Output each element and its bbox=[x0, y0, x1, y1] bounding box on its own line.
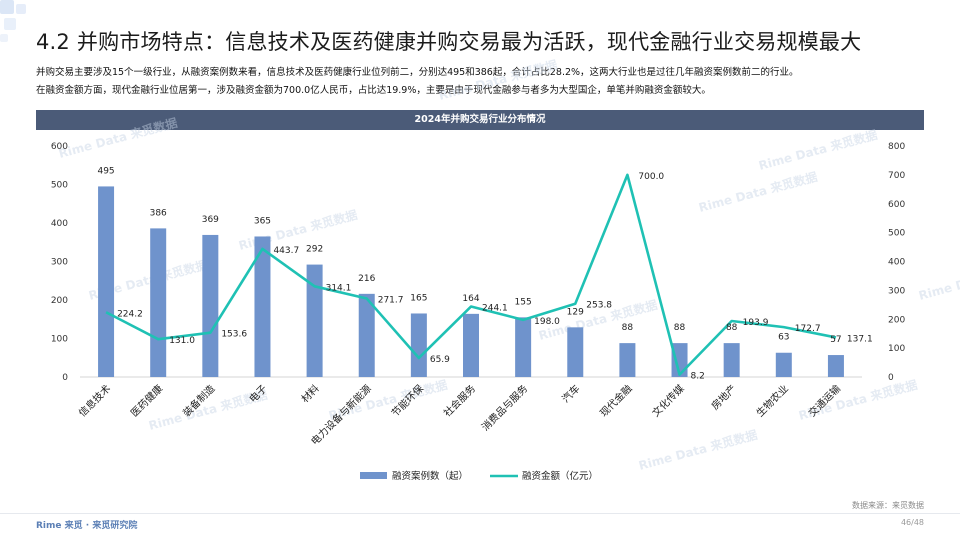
bar-value-label: 165 bbox=[410, 293, 427, 303]
category-label: 汽车 bbox=[559, 382, 582, 405]
y-left-tick-label: 100 bbox=[51, 335, 68, 345]
legend-bar-label: 融资案例数（起） bbox=[392, 470, 468, 482]
line-value-label: 65.9 bbox=[430, 355, 450, 365]
bar-value-label: 386 bbox=[150, 208, 167, 218]
line-value-label: 443.7 bbox=[273, 246, 299, 256]
line-series bbox=[105, 173, 837, 376]
page-number: 46/48 bbox=[900, 518, 924, 527]
description-line-2: 在融资金额方面，现代金融行业位居第一，涉及融资金额为700.0亿人民币，占比达1… bbox=[36, 85, 711, 96]
watermark: Rime Data 来觅数据 bbox=[917, 257, 960, 303]
y-right-tick-label: 300 bbox=[888, 286, 905, 296]
category-label: 材料 bbox=[298, 382, 321, 405]
line-value-label: 8.2 bbox=[691, 372, 705, 382]
category-label: 医药健康 bbox=[128, 382, 165, 419]
bar bbox=[619, 343, 636, 377]
bar-value-label: 88 bbox=[622, 323, 634, 333]
y-right-tick-label: 600 bbox=[888, 200, 905, 210]
footer-divider bbox=[0, 513, 960, 514]
y-right-tick-label: 800 bbox=[888, 142, 905, 152]
y-right-tick-label: 500 bbox=[888, 229, 905, 239]
category-label: 文化传媒 bbox=[649, 382, 686, 419]
bar bbox=[306, 264, 323, 377]
bar-value-label: 365 bbox=[254, 216, 271, 226]
category-label: 生物农业 bbox=[753, 382, 790, 419]
line-value-label: 271.7 bbox=[378, 296, 404, 306]
footer-logo: Rime 来觅 · 来觅研究院 bbox=[36, 521, 138, 531]
y-left-tick-label: 0 bbox=[62, 373, 68, 383]
line-value-label: 314.1 bbox=[326, 283, 352, 293]
bar bbox=[723, 343, 740, 377]
bar bbox=[410, 313, 427, 377]
category-label: 房地产 bbox=[708, 382, 738, 412]
line-value-label: 224.2 bbox=[117, 309, 143, 319]
line-value-label: 244.1 bbox=[482, 304, 508, 314]
bar-value-label: 164 bbox=[462, 294, 479, 304]
legend-line-label: 融资金额（亿元） bbox=[522, 470, 598, 482]
corner-decoration bbox=[0, 0, 30, 60]
bar-value-label: 88 bbox=[674, 323, 686, 333]
category-label: 消费品与服务 bbox=[479, 382, 531, 434]
line-value-label: 198.0 bbox=[534, 317, 560, 327]
watermark: Rime Data 来觅数据 bbox=[697, 169, 819, 215]
bar-value-label: 369 bbox=[202, 215, 219, 225]
bar-value-label: 57 bbox=[830, 335, 841, 345]
bar-value-label: 292 bbox=[306, 245, 323, 255]
bar-value-label: 63 bbox=[778, 333, 789, 343]
bar-value-label: 216 bbox=[358, 274, 375, 284]
y-left-tick-label: 600 bbox=[51, 142, 68, 152]
y-right-tick-label: 0 bbox=[888, 373, 894, 383]
chart-title: 2024年并购交易行业分布情况 bbox=[36, 110, 924, 130]
y-right-tick-label: 200 bbox=[888, 315, 905, 325]
description-line-1: 并购交易主要涉及15个一级行业，从融资案例数来看，信息技术及医药健康行业位列前二… bbox=[36, 67, 799, 78]
source-note: 数据来源：来觅数据 bbox=[852, 501, 924, 510]
watermark: Rime Data 来觅数据 bbox=[437, 57, 559, 103]
line-value-label: 253.8 bbox=[586, 301, 612, 311]
legend-bar-swatch bbox=[360, 472, 387, 479]
line-value-label: 193.9 bbox=[743, 318, 769, 328]
line-value-label: 131.0 bbox=[169, 336, 195, 346]
bar bbox=[515, 317, 532, 377]
bar bbox=[98, 186, 115, 377]
y-right-tick-label: 100 bbox=[888, 344, 905, 354]
bar bbox=[775, 352, 792, 377]
watermark: Rime Data 来觅数据 bbox=[637, 427, 759, 473]
bar-value-label: 129 bbox=[567, 307, 584, 317]
bar-value-label: 155 bbox=[515, 297, 532, 307]
slide-title: 4.2 并购市场特点：信息技术及医药健康并购交易最为活跃，现代金融行业交易规模最… bbox=[36, 30, 862, 54]
bar bbox=[254, 236, 271, 377]
bar bbox=[567, 327, 584, 377]
category-label: 信息技术 bbox=[76, 382, 113, 419]
watermark: Rime Data 来觅数据 bbox=[57, 115, 179, 161]
line-value-label: 153.6 bbox=[221, 330, 247, 340]
bar bbox=[827, 355, 844, 377]
y-left-tick-label: 300 bbox=[51, 258, 68, 268]
category-label: 现代金融 bbox=[597, 382, 634, 419]
y-left-tick-label: 500 bbox=[51, 181, 68, 191]
watermark: Rime Data 来觅数据 bbox=[757, 127, 879, 173]
line-value-label: 137.1 bbox=[847, 334, 873, 344]
y-left-tick-label: 400 bbox=[51, 219, 68, 229]
bar bbox=[671, 343, 688, 377]
y-right-tick-label: 400 bbox=[888, 258, 905, 268]
bar bbox=[463, 313, 479, 377]
bar bbox=[358, 293, 375, 377]
line-value-label: 172.7 bbox=[795, 324, 821, 334]
y-left-tick-label: 200 bbox=[51, 296, 68, 306]
bar bbox=[150, 228, 167, 377]
y-right-tick-label: 700 bbox=[888, 171, 905, 181]
bar-value-label: 495 bbox=[97, 166, 114, 176]
bar bbox=[202, 234, 219, 377]
line-value-label: 700.0 bbox=[638, 172, 664, 182]
bar-value-label: 88 bbox=[726, 323, 738, 333]
